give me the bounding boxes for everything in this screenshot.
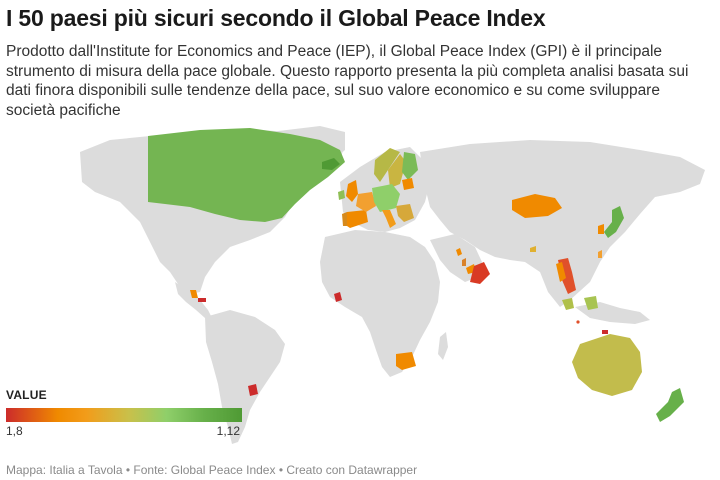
country-spain	[347, 210, 368, 228]
country-panama	[198, 298, 206, 302]
legend-min-label: 1,8	[6, 424, 23, 438]
legend-title: VALUE	[6, 388, 47, 402]
country-south-korea	[598, 224, 604, 234]
country-malaysia	[562, 298, 574, 310]
country-sierra-leone	[334, 292, 342, 302]
legend-labels: 1,8 1,12	[6, 424, 246, 440]
country-laos	[556, 262, 566, 282]
country-borneo	[584, 296, 598, 310]
country-mongolia	[512, 194, 562, 218]
country-singapore	[576, 320, 580, 324]
map-footer: Mappa: Italia a Tavola • Fonte: Global P…	[6, 463, 418, 477]
highlighted-countries	[148, 128, 684, 422]
country-uruguay	[248, 384, 258, 396]
country-baltics	[402, 178, 414, 190]
country-bhutan	[530, 246, 536, 252]
country-uk	[346, 180, 358, 202]
country-oman	[470, 262, 490, 284]
world-map	[80, 126, 705, 444]
country-italy	[382, 210, 396, 228]
map-description: Prodotto dall'Institute for Economics an…	[6, 43, 689, 119]
country-iceland	[322, 158, 340, 170]
country-canada	[148, 128, 345, 222]
country-norway	[374, 148, 400, 182]
country-central-europe	[372, 184, 400, 212]
country-botswana	[396, 352, 416, 370]
country-ireland	[338, 190, 345, 200]
country-costa-rica	[190, 290, 198, 298]
country-australia	[572, 334, 642, 396]
map-title: I 50 paesi più sicuri secondo il Global …	[6, 5, 546, 31]
country-finland	[402, 152, 418, 180]
legend-max-label: 1,12	[216, 424, 240, 438]
color-legend: VALUE 1,8 1,12	[6, 388, 246, 440]
country-japan	[604, 206, 624, 238]
country-taiwan	[598, 250, 602, 258]
country-new-zealand	[656, 388, 684, 422]
country-qatar	[462, 258, 466, 266]
country-balkans	[396, 204, 414, 222]
country-sweden	[388, 154, 406, 188]
legend-gradient	[6, 408, 242, 422]
country-kuwait	[456, 248, 462, 256]
country-france	[356, 192, 376, 212]
country-portugal	[342, 212, 348, 226]
country-timor	[602, 330, 608, 334]
